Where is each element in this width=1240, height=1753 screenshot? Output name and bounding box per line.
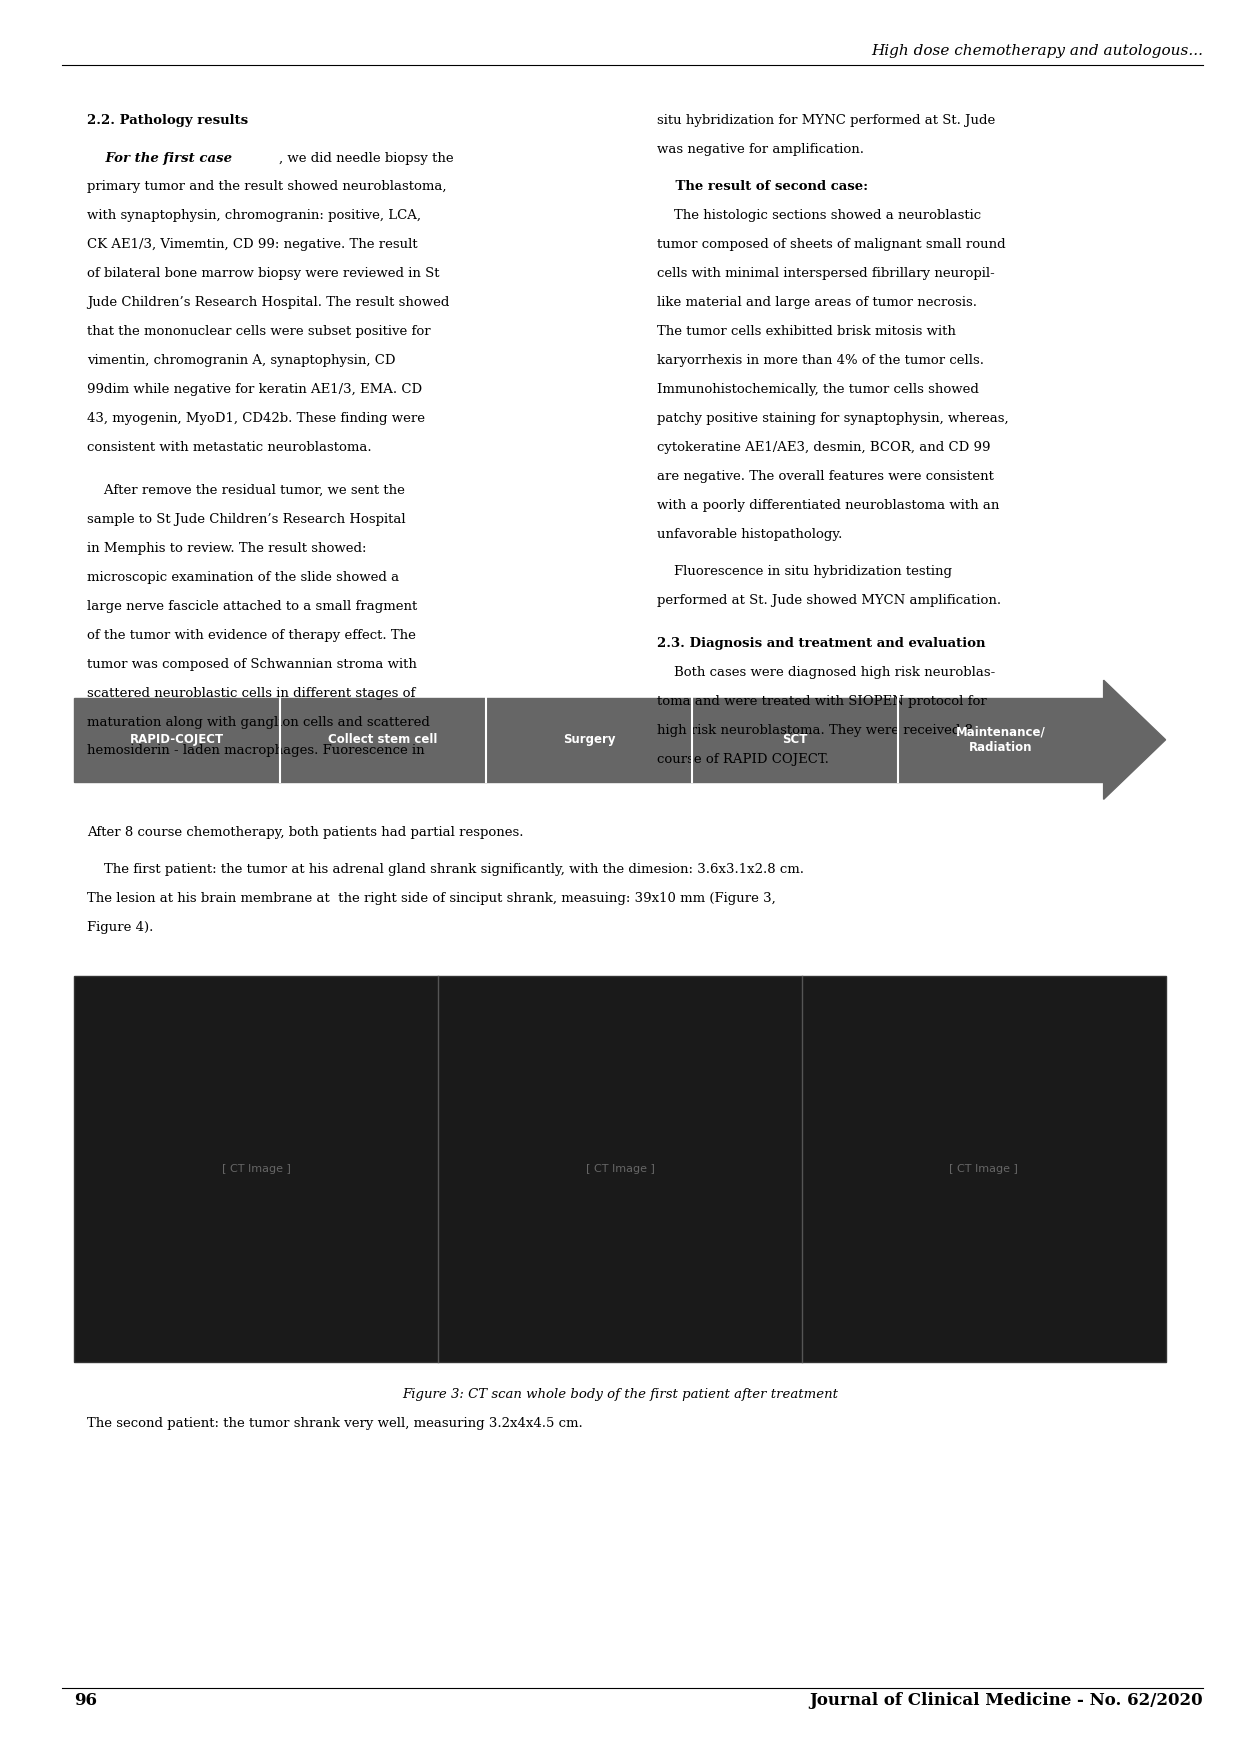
Text: CK AE1/3, Vimemtin, CD 99: negative. The result: CK AE1/3, Vimemtin, CD 99: negative. The… <box>87 238 418 251</box>
Text: Surgery: Surgery <box>563 733 615 747</box>
Text: Journal of Clinical Medicine - No. 62/2020: Journal of Clinical Medicine - No. 62/20… <box>810 1692 1203 1709</box>
Text: patchy positive staining for synaptophysin, whereas,: patchy positive staining for synaptophys… <box>657 412 1009 424</box>
Text: 99dim while negative for keratin AE1/3, EMA. CD: 99dim while negative for keratin AE1/3, … <box>87 382 422 396</box>
Text: After remove the residual tumor, we sent the: After remove the residual tumor, we sent… <box>87 484 404 498</box>
Text: Both cases were diagnosed high risk neuroblas-: Both cases were diagnosed high risk neur… <box>657 666 996 680</box>
Text: cells with minimal interspersed fibrillary neuropil-: cells with minimal interspersed fibrilla… <box>657 266 994 280</box>
Text: The second patient: the tumor shrank very well, measuring 3.2x4x4.5 cm.: The second patient: the tumor shrank ver… <box>87 1416 583 1430</box>
Text: SCT: SCT <box>782 733 807 747</box>
Text: vimentin, chromogranin A, synaptophysin, CD: vimentin, chromogranin A, synaptophysin,… <box>87 354 396 366</box>
Text: situ hybridization for MYNC performed at St. Jude: situ hybridization for MYNC performed at… <box>657 114 996 126</box>
Text: consistent with metastatic neuroblastoma.: consistent with metastatic neuroblastoma… <box>87 440 372 454</box>
Text: of the tumor with evidence of therapy effect. The: of the tumor with evidence of therapy ef… <box>87 629 415 642</box>
Text: Collect stem cell: Collect stem cell <box>329 733 438 747</box>
Text: After 8 course chemotherapy, both patients had partial respones.: After 8 course chemotherapy, both patien… <box>87 826 523 838</box>
Text: The result of second case:: The result of second case: <box>657 181 868 193</box>
Text: are negative. The overall features were consistent: are negative. The overall features were … <box>657 470 994 482</box>
Text: For the first case: For the first case <box>87 151 232 165</box>
Text: with a poorly differentiated neuroblastoma with an: with a poorly differentiated neuroblasto… <box>657 498 999 512</box>
Text: Jude Children’s Research Hospital. The result showed: Jude Children’s Research Hospital. The r… <box>87 296 449 309</box>
Text: sample to St Jude Children’s Research Hospital: sample to St Jude Children’s Research Ho… <box>87 514 405 526</box>
Text: like material and large areas of tumor necrosis.: like material and large areas of tumor n… <box>657 296 977 309</box>
Text: 96: 96 <box>74 1692 98 1709</box>
Text: microscopic examination of the slide showed a: microscopic examination of the slide sho… <box>87 571 399 584</box>
Text: RAPID-COJECT: RAPID-COJECT <box>130 733 224 747</box>
Text: that the mononuclear cells were subset positive for: that the mononuclear cells were subset p… <box>87 324 430 338</box>
Text: , we did needle biopsy the: , we did needle biopsy the <box>279 151 454 165</box>
Text: high risk neuroblastoma. They were received 8: high risk neuroblastoma. They were recei… <box>657 724 973 738</box>
Text: cytokeratine AE1/AE3, desmin, BCOR, and CD 99: cytokeratine AE1/AE3, desmin, BCOR, and … <box>657 440 991 454</box>
Text: [ CT Image ]: [ CT Image ] <box>950 1164 1018 1175</box>
Text: large nerve fascicle attached to a small fragment: large nerve fascicle attached to a small… <box>87 600 417 614</box>
Text: 2.3. Diagnosis and treatment and evaluation: 2.3. Diagnosis and treatment and evaluat… <box>657 638 986 650</box>
Text: The first patient: the tumor at his adrenal gland shrank significantly, with the: The first patient: the tumor at his adre… <box>87 862 804 876</box>
Text: tumor was composed of Schwannian stroma with: tumor was composed of Schwannian stroma … <box>87 657 417 671</box>
Text: High dose chemotherapy and autologous...: High dose chemotherapy and autologous... <box>870 44 1203 58</box>
Text: Fluorescence in situ hybridization testing: Fluorescence in situ hybridization testi… <box>657 564 952 578</box>
Text: primary tumor and the result showed neuroblastoma,: primary tumor and the result showed neur… <box>87 181 446 193</box>
Text: tumor composed of sheets of malignant small round: tumor composed of sheets of malignant sm… <box>657 238 1006 251</box>
Text: Immunohistochemically, the tumor cells showed: Immunohistochemically, the tumor cells s… <box>657 382 980 396</box>
Text: karyorrhexis in more than 4% of the tumor cells.: karyorrhexis in more than 4% of the tumo… <box>657 354 985 366</box>
Text: with synaptophysin, chromogranin: positive, LCA,: with synaptophysin, chromogranin: positi… <box>87 209 420 223</box>
Text: was negative for amplification.: was negative for amplification. <box>657 142 864 156</box>
Text: Maintenance/
Radiation: Maintenance/ Radiation <box>956 726 1045 754</box>
Text: course of RAPID COJECT.: course of RAPID COJECT. <box>657 754 830 766</box>
Polygon shape <box>1104 680 1166 799</box>
Text: The tumor cells exhibitted brisk mitosis with: The tumor cells exhibitted brisk mitosis… <box>657 324 956 338</box>
Text: performed at St. Jude showed MYCN amplification.: performed at St. Jude showed MYCN amplif… <box>657 594 1002 607</box>
FancyBboxPatch shape <box>74 976 1166 1362</box>
Text: toma and were treated with SIOPEN protocol for: toma and were treated with SIOPEN protoc… <box>657 696 987 708</box>
FancyBboxPatch shape <box>74 698 1104 782</box>
Text: [ CT Image ]: [ CT Image ] <box>222 1164 290 1175</box>
Text: in Memphis to review. The result showed:: in Memphis to review. The result showed: <box>87 542 366 556</box>
Text: The lesion at his brain membrane at  the right side of sinciput shrank, measuing: The lesion at his brain membrane at the … <box>87 892 775 905</box>
Text: unfavorable histopathology.: unfavorable histopathology. <box>657 528 842 540</box>
Text: scattered neuroblastic cells in different stages of: scattered neuroblastic cells in differen… <box>87 687 415 699</box>
Text: 43, myogenin, MyoD1, CD42b. These finding were: 43, myogenin, MyoD1, CD42b. These findin… <box>87 412 425 424</box>
Text: maturation along with ganglion cells and scattered: maturation along with ganglion cells and… <box>87 715 430 729</box>
Text: The histologic sections showed a neuroblastic: The histologic sections showed a neurobl… <box>657 209 981 223</box>
Text: 2.2. Pathology results: 2.2. Pathology results <box>87 114 248 126</box>
Text: hemosiderin - laden macrophages. Fuorescence in: hemosiderin - laden macrophages. Fuoresc… <box>87 745 424 757</box>
Text: of bilateral bone marrow biopsy were reviewed in St: of bilateral bone marrow biopsy were rev… <box>87 266 439 280</box>
Text: Figure 3: CT scan whole body of the first patient after treatment: Figure 3: CT scan whole body of the firs… <box>402 1388 838 1401</box>
Text: [ CT Image ]: [ CT Image ] <box>585 1164 655 1175</box>
Text: Figure 4).: Figure 4). <box>87 920 154 934</box>
